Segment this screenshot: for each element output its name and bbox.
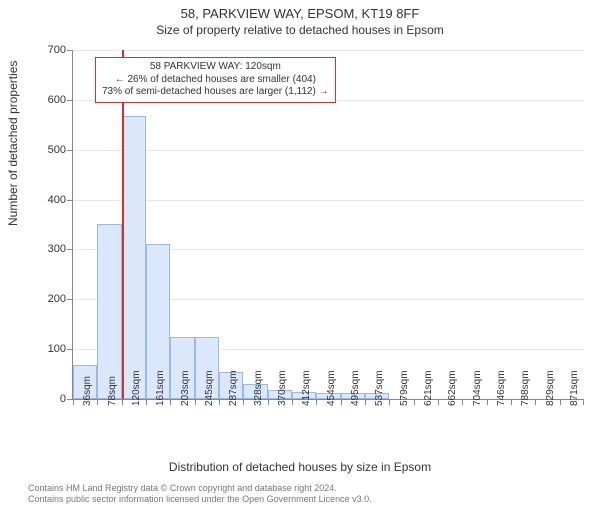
x-tick: [268, 400, 269, 405]
histogram-bar: [122, 116, 146, 399]
chart-area: 010020030040050060070036sqm78sqm120sqm16…: [44, 50, 584, 428]
x-tick: [243, 400, 244, 405]
y-tick-label: 300: [26, 243, 66, 255]
x-tick-label: 454sqm: [326, 370, 337, 406]
gridline: [73, 150, 584, 151]
x-tick-label: 287sqm: [228, 370, 239, 406]
x-tick-label: 495sqm: [350, 370, 361, 406]
x-tick-label: 871sqm: [569, 370, 580, 406]
histogram-bar: [97, 224, 121, 399]
x-tick: [511, 400, 512, 405]
x-tick-label: 704sqm: [472, 370, 483, 406]
y-tick-label: 500: [26, 144, 66, 156]
chart-subtitle: Size of property relative to detached ho…: [0, 23, 600, 37]
annotation-line: 73% of semi-detached houses are larger (…: [102, 86, 329, 99]
footer-attribution: Contains HM Land Registry data © Crown c…: [28, 483, 372, 505]
x-tick-label: 537sqm: [374, 370, 385, 406]
chart-title: 58, PARKVIEW WAY, EPSOM, KT19 8FF: [0, 6, 600, 21]
x-tick: [219, 400, 220, 405]
plot-area: 010020030040050060070036sqm78sqm120sqm16…: [72, 50, 584, 400]
x-tick: [414, 400, 415, 405]
x-tick: [560, 400, 561, 405]
gridline: [73, 50, 584, 51]
x-tick: [389, 400, 390, 405]
x-tick-label: 746sqm: [496, 370, 507, 406]
y-tick: [67, 299, 72, 300]
x-tick-label: 412sqm: [301, 370, 312, 406]
x-axis-label: Distribution of detached houses by size …: [0, 460, 600, 474]
y-tick-label: 400: [26, 194, 66, 206]
annotation-line: ← 26% of detached houses are smaller (40…: [102, 74, 329, 87]
x-tick: [97, 400, 98, 405]
y-tick-label: 0: [26, 393, 66, 405]
annotation-line: 58 PARKVIEW WAY: 120sqm: [102, 61, 329, 74]
x-tick-label: 788sqm: [520, 370, 531, 406]
x-tick: [365, 400, 366, 405]
x-tick: [462, 400, 463, 405]
x-tick-label: 662sqm: [447, 370, 458, 406]
x-tick: [316, 400, 317, 405]
y-tick-label: 100: [26, 343, 66, 355]
x-tick-label: 245sqm: [204, 370, 215, 406]
y-tick: [67, 100, 72, 101]
y-axis-label: Number of detached properties: [6, 61, 20, 226]
annotation-box: 58 PARKVIEW WAY: 120sqm← 26% of detached…: [95, 57, 336, 103]
y-tick-label: 700: [26, 44, 66, 56]
footer-line-1: Contains HM Land Registry data © Crown c…: [28, 483, 372, 494]
x-tick-label: 621sqm: [423, 370, 434, 406]
x-tick-label: 328sqm: [253, 370, 264, 406]
y-tick: [67, 50, 72, 51]
x-tick-label: 370sqm: [277, 370, 288, 406]
x-tick: [170, 400, 171, 405]
y-tick: [67, 249, 72, 250]
x-tick: [341, 400, 342, 405]
gridline: [73, 200, 584, 201]
x-tick-label: 203sqm: [180, 370, 191, 406]
y-tick: [67, 200, 72, 201]
x-tick-label: 161sqm: [155, 370, 166, 406]
x-tick: [292, 400, 293, 405]
y-tick: [67, 399, 72, 400]
x-tick: [146, 400, 147, 405]
y-tick: [67, 150, 72, 151]
x-tick: [195, 400, 196, 405]
x-tick: [73, 400, 74, 405]
x-tick-label: 36sqm: [82, 376, 93, 406]
x-tick: [487, 400, 488, 405]
x-tick: [122, 400, 123, 405]
x-tick: [535, 400, 536, 405]
y-tick-label: 600: [26, 94, 66, 106]
y-tick-label: 200: [26, 293, 66, 305]
y-tick: [67, 349, 72, 350]
x-tick-label: 579sqm: [399, 370, 410, 406]
x-tick-label: 120sqm: [131, 370, 142, 406]
x-tick: [583, 400, 584, 405]
x-tick-label: 78sqm: [107, 376, 118, 406]
x-tick-label: 829sqm: [545, 370, 556, 406]
x-tick: [438, 400, 439, 405]
